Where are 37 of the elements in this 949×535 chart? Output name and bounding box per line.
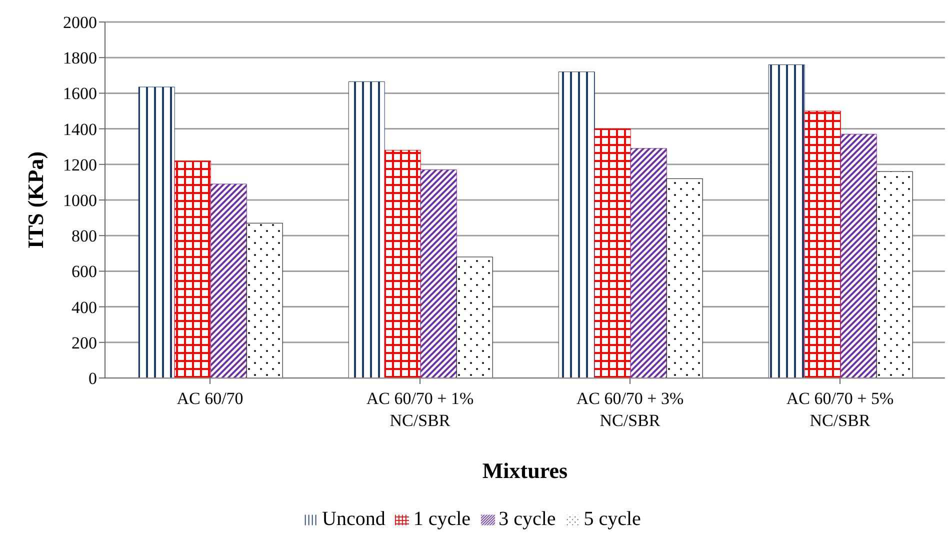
y-tick-label: 1400: [63, 120, 97, 139]
bar: [666, 178, 703, 378]
y-tick-label: 600: [72, 262, 97, 282]
bar: [246, 222, 283, 378]
y-axis-title: ITS (KPa): [22, 151, 48, 249]
x-tick-label: AC 60/70: [176, 389, 244, 408]
x-tick-label: AC 60/70 + 1% NC/SBR: [366, 389, 474, 430]
y-tick-label: 800: [72, 226, 97, 246]
y-tick-label: 1000: [63, 191, 97, 210]
legend-label: Uncond: [322, 508, 386, 530]
bar: [348, 81, 385, 378]
legend-label: 5 cycle: [584, 508, 641, 530]
y-tick-label: 200: [72, 333, 97, 352]
bar: [456, 256, 493, 378]
bar: [384, 150, 421, 378]
bar: [630, 148, 667, 378]
bar: [210, 184, 247, 378]
y-tick-label: 1600: [63, 84, 97, 104]
y-tick-label: 400: [72, 298, 97, 317]
bar: [768, 64, 805, 378]
y-tick-label: 1200: [63, 155, 97, 174]
y-tick-label: 1800: [63, 48, 97, 68]
bar: [420, 169, 457, 378]
x-tick-label: AC 60/70 + 5% NC/SBR: [786, 389, 894, 430]
bar: [594, 128, 631, 378]
legend-label: 3 cycle: [498, 508, 556, 530]
bar: [804, 110, 841, 378]
bar: [138, 86, 175, 378]
bar: [558, 72, 595, 378]
bar: [174, 160, 211, 378]
y-tick-label: 0: [88, 369, 97, 388]
x-tick-label: AC 60/70 + 3% NC/SBR: [576, 389, 684, 430]
x-axis-title: Mixtures: [482, 458, 568, 483]
legend-label: 1 cycle: [413, 508, 471, 530]
bar: [876, 171, 913, 378]
y-tick-label: 2000: [63, 13, 97, 32]
bar: [840, 134, 877, 378]
